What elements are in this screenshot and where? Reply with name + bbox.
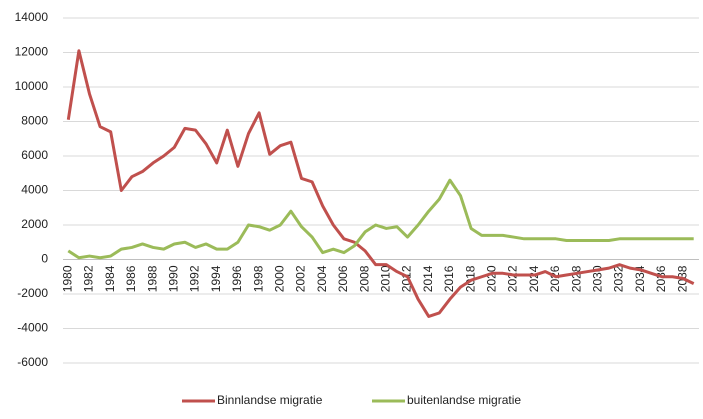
x-tick-label: 1994 [209, 265, 223, 292]
y-tick-label: 8000 [21, 114, 48, 128]
x-tick-label: 2010 [378, 265, 392, 292]
line-series [67, 178, 694, 260]
x-tick-label: 2024 [527, 265, 541, 292]
y-tick-label: 2000 [21, 217, 48, 231]
x-tick-label: 2026 [548, 265, 562, 292]
x-tick-label: 1980 [60, 265, 74, 292]
y-tick-label: -4000 [17, 321, 48, 335]
y-tick-label: -2000 [17, 286, 48, 300]
x-tick-label: 2028 [569, 265, 583, 292]
x-tick-label: 1990 [166, 265, 180, 292]
x-tick-label: 1998 [251, 265, 265, 292]
y-tick-label: 4000 [21, 183, 48, 197]
line-series [66, 49, 695, 318]
x-tick-label: 1988 [145, 265, 159, 292]
x-tick-label: 2018 [463, 265, 477, 292]
x-tick-label: 2032 [612, 265, 626, 292]
legend-label: buitenlandse migratie [407, 393, 521, 407]
y-tick-label: 0 [41, 252, 48, 266]
x-tick-label: 1992 [188, 265, 202, 292]
y-tick-label: -6000 [17, 355, 48, 369]
y-tick-label: 6000 [21, 148, 48, 162]
x-tick-label: 2008 [357, 265, 371, 292]
y-tick-label: 14000 [15, 10, 49, 24]
x-tick-label: 2016 [442, 265, 456, 292]
x-tick-label: 2022 [506, 265, 520, 292]
x-tick-label: 1982 [82, 265, 96, 292]
x-tick-label: 2004 [315, 265, 329, 292]
x-tick-label: 2014 [421, 265, 435, 292]
legend-label: Binnlandse migratie [217, 393, 323, 407]
x-tick-label: 2006 [336, 265, 350, 292]
x-tick-label: 2036 [654, 265, 668, 292]
x-tick-label: 2000 [272, 265, 286, 292]
x-tick-label: 1986 [124, 265, 138, 292]
y-tick-label: 12000 [15, 45, 49, 59]
x-tick-label: 2020 [484, 265, 498, 292]
x-tick-label: 1996 [230, 265, 244, 292]
x-tick-label: 1984 [103, 265, 117, 292]
y-tick-label: 10000 [15, 79, 49, 93]
x-tick-label: 2002 [294, 265, 308, 292]
